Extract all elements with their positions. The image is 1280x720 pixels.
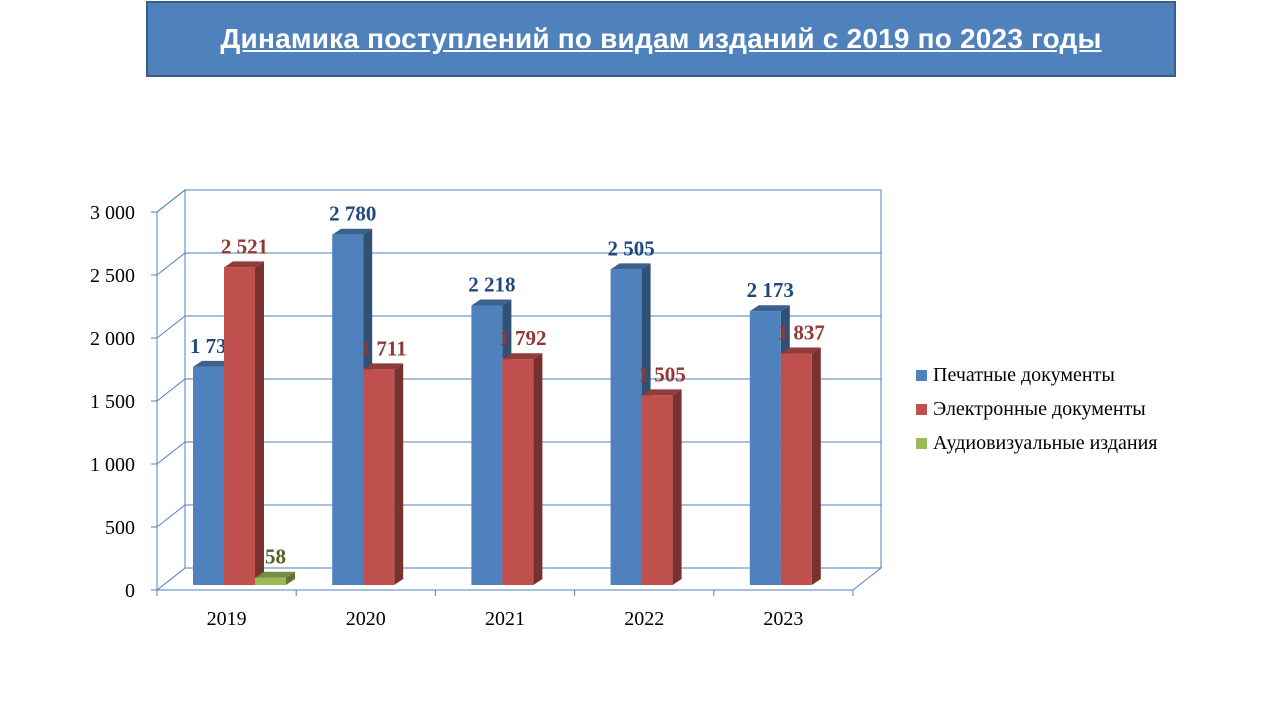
bar <box>193 366 224 585</box>
data-label: 58 <box>265 545 286 569</box>
bar <box>780 353 812 585</box>
title-banner: Динамика поступлений по видам изданий с … <box>146 1 1176 77</box>
data-label: 1 505 <box>638 362 685 386</box>
bar-side <box>811 347 821 585</box>
gridline-diag <box>156 378 186 402</box>
data-label: 1 837 <box>778 321 825 345</box>
data-label: 2 780 <box>329 202 376 226</box>
y-tick-label: 1 000 <box>90 454 135 476</box>
x-tick-label: 2022 <box>624 608 664 630</box>
bar <box>471 305 503 585</box>
gridline-diag <box>156 315 186 339</box>
bar-top <box>641 389 682 396</box>
data-label: 1 792 <box>499 326 546 350</box>
bar-side <box>286 571 295 585</box>
bar-top <box>610 263 651 270</box>
legend-item-electronic: Электронные документы <box>916 392 1158 426</box>
bar <box>610 269 642 585</box>
data-label: 1 711 <box>361 336 407 360</box>
legend-swatch-electronic <box>916 403 927 415</box>
bar-top <box>193 360 233 367</box>
data-label: 2 218 <box>468 273 515 297</box>
legend-swatch-printed <box>916 369 927 381</box>
data-label: 2 505 <box>607 236 654 260</box>
legend-label-audiovisual: Аудиовизуальные издания <box>933 431 1158 454</box>
chart-title: Динамика поступлений по видам изданий с … <box>220 23 1102 54</box>
data-label: 2 521 <box>221 234 268 258</box>
x-tick-label: 2023 <box>763 608 803 630</box>
gridline-diag <box>156 189 186 213</box>
bar-side <box>394 363 404 585</box>
y-tick-label: 3 000 <box>90 202 135 224</box>
legend-label-electronic: Электронные документы <box>933 397 1146 420</box>
y-tick-label: 500 <box>105 517 135 539</box>
legend: Печатные документы Электронные документы… <box>916 358 1158 460</box>
bar <box>332 234 364 585</box>
bar <box>255 577 286 585</box>
bar-top <box>363 363 404 370</box>
y-tick-label: 1 500 <box>90 391 135 413</box>
gridline-diag <box>156 441 186 465</box>
bar-side <box>672 389 682 585</box>
bar-top <box>749 305 790 312</box>
bar-top <box>471 299 512 306</box>
y-tick-label: 2 000 <box>90 328 135 350</box>
bar-top <box>332 228 373 235</box>
x-tick-label: 2021 <box>485 608 525 630</box>
bar <box>502 359 534 585</box>
bar-top <box>224 261 264 268</box>
x-tick-label: 2020 <box>346 608 386 630</box>
legend-swatch-audiovisual <box>916 437 927 449</box>
bar <box>749 311 781 585</box>
bar-top <box>502 353 543 360</box>
y-tick-label: 2 500 <box>90 265 135 287</box>
bar-top <box>255 571 295 578</box>
legend-item-printed: Печатные документы <box>916 358 1158 392</box>
gridline-diag <box>156 252 186 276</box>
bar <box>641 395 673 585</box>
bar-top <box>780 347 821 354</box>
legend-label-printed: Печатные документы <box>933 363 1115 386</box>
x-tick-label: 2019 <box>207 608 247 630</box>
legend-item-audiovisual: Аудиовизуальные издания <box>916 426 1158 460</box>
bar-side <box>533 353 543 585</box>
data-label: 2 173 <box>747 278 794 302</box>
bar <box>363 369 395 585</box>
y-tick-label: 0 <box>125 580 135 602</box>
bar <box>224 267 255 585</box>
gridline-diag <box>156 504 186 528</box>
bar-side <box>255 261 264 585</box>
